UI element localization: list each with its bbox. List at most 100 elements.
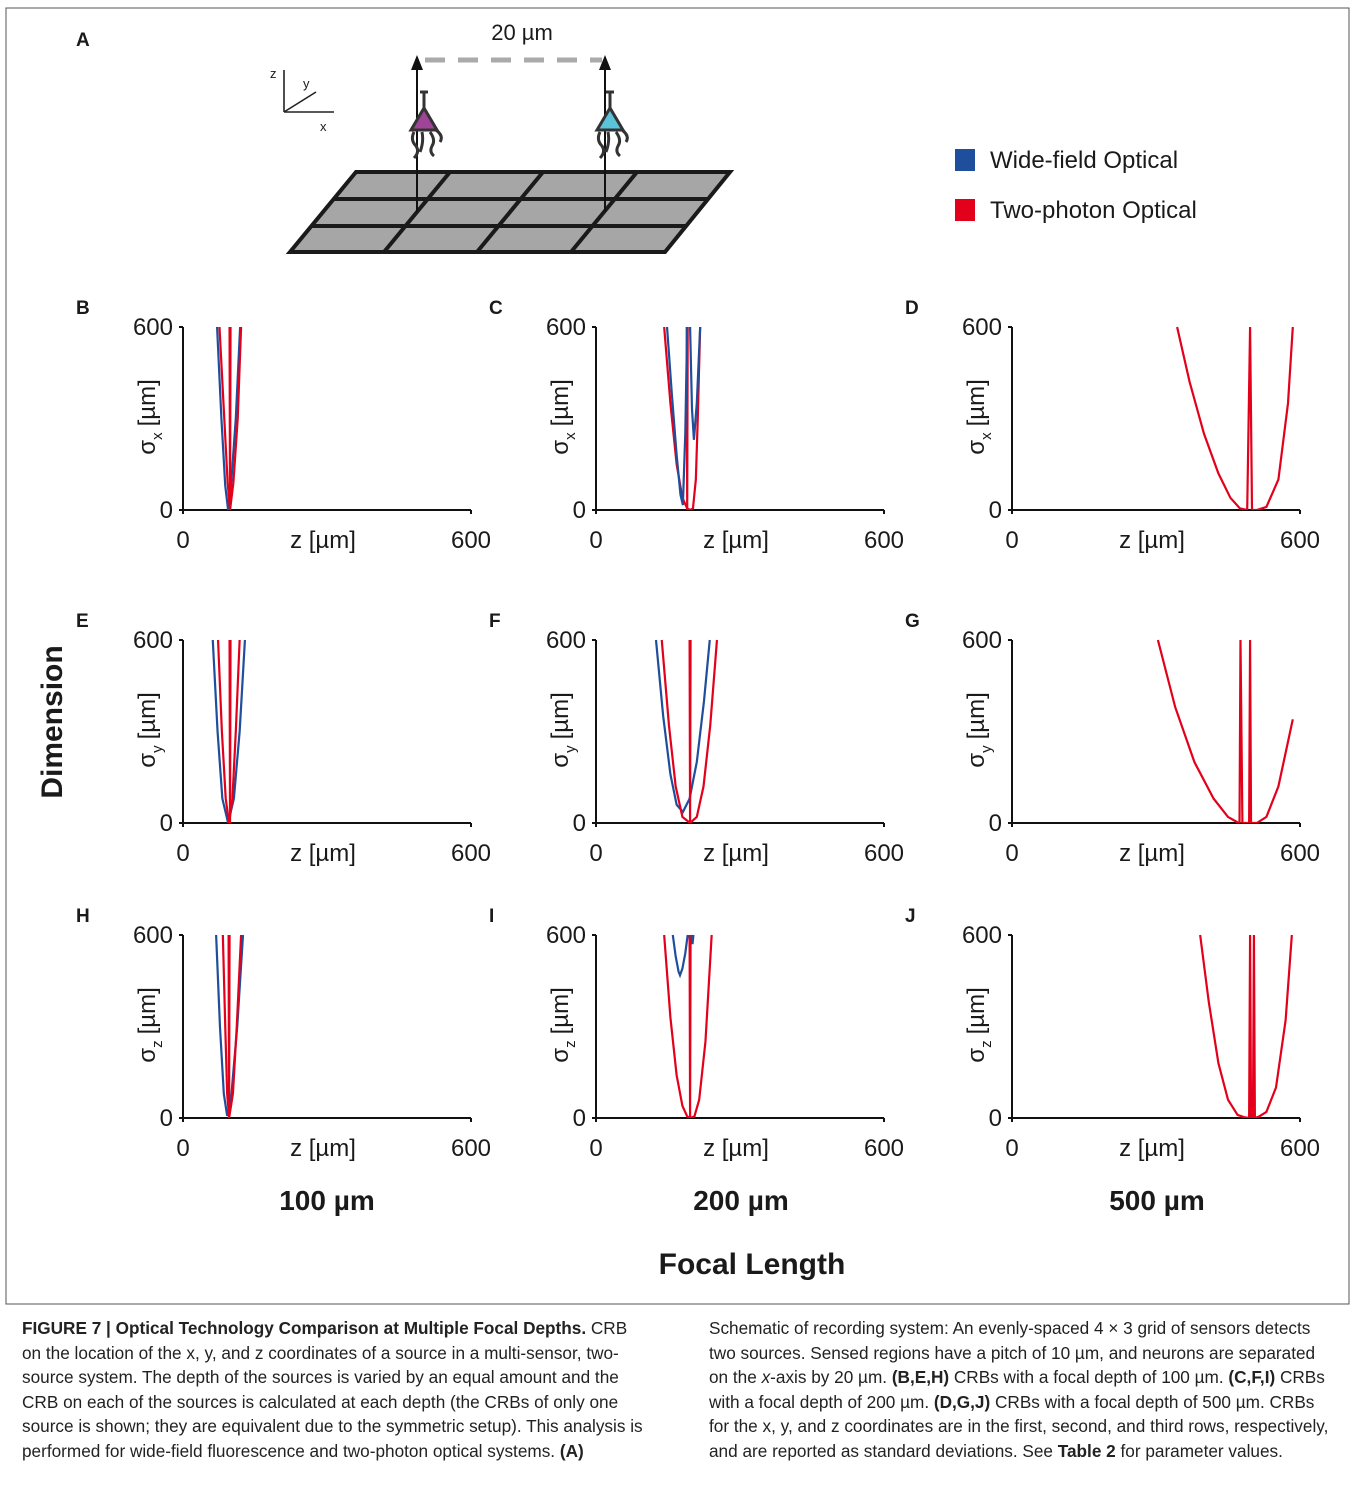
- panel-label: C: [489, 298, 503, 319]
- curve: [660, 639, 719, 823]
- distance-label: 20 µm: [491, 20, 553, 45]
- curve: [654, 639, 711, 814]
- panel-label: G: [905, 611, 920, 632]
- y-axis-label: σx [µm]: [547, 379, 579, 454]
- x-tick-label: 0: [589, 840, 602, 867]
- y-tick-label: 600: [546, 314, 586, 341]
- y-axis-label-part: [µm]: [547, 692, 574, 739]
- y-axis-label: σz [µm]: [547, 987, 579, 1062]
- legend-swatch: [955, 199, 975, 221]
- y-tick-label: 0: [989, 810, 1002, 837]
- y-tick-label: 0: [989, 1105, 1002, 1132]
- caption-run: (C,F,I): [1228, 1367, 1276, 1387]
- y-axis-label: σz [µm]: [963, 987, 995, 1062]
- curve: [218, 326, 243, 510]
- y-axis-label-part: y: [978, 745, 995, 753]
- y-axis-label-part: [µm]: [963, 692, 990, 739]
- figure: A 20 µm z y x Wide-field Optical Two-phot…: [5, 7, 1350, 1305]
- y-axis-label: σy [µm]: [547, 692, 579, 767]
- caption-run: (A): [559, 1440, 584, 1461]
- caption-run: for parameter values.: [1115, 1440, 1283, 1461]
- y-tick-label: 600: [962, 627, 1002, 654]
- curve: [221, 934, 243, 1118]
- column-label: 500 µm: [1109, 1185, 1205, 1216]
- axis-letter: z: [270, 66, 277, 81]
- curve: [690, 934, 695, 945]
- y-axis-label-part: [µm]: [963, 987, 990, 1034]
- y-tick-label: 0: [573, 1105, 586, 1132]
- y-axis-label-part: [µm]: [963, 379, 990, 426]
- curve: [1199, 934, 1293, 1118]
- x-tick-label: 0: [176, 527, 189, 554]
- sensor-grid: [285, 170, 735, 254]
- column-label: 200 µm: [693, 1185, 789, 1216]
- x-tick-label: 600: [864, 1135, 904, 1162]
- caption: FIGURE 7 | Optical Technology Comparison…: [22, 1316, 1338, 1494]
- caption-run: CRBs with a focal depth of 200 µm.: [709, 1367, 1325, 1412]
- y-axis-label-part: [µm]: [547, 379, 574, 426]
- y-axis-label-part: σ: [963, 440, 990, 455]
- panel-label: D: [905, 298, 919, 319]
- y-axis-label-part: z: [149, 1040, 166, 1048]
- x-axis-label: z [µm]: [1119, 840, 1185, 867]
- curve: [215, 326, 242, 510]
- y-axis-label-part: σ: [963, 1048, 990, 1063]
- x-tick-label: 600: [1280, 1135, 1320, 1162]
- y-axis-label-part: x: [562, 432, 579, 440]
- y-axis-label-part: σ: [547, 753, 574, 768]
- legend-label: Wide-field Optical: [990, 147, 1178, 174]
- y-axis-label-part: y: [149, 745, 166, 753]
- caption-run: (D,G,J): [933, 1391, 991, 1412]
- y-axis-label: σz [µm]: [134, 987, 166, 1062]
- x-tick-label: 0: [176, 840, 189, 867]
- y-axis-label-part: σ: [547, 1048, 574, 1063]
- x-tick-label: 600: [1280, 840, 1320, 867]
- x-tick-label: 0: [589, 1135, 602, 1162]
- x-tick-label: 0: [176, 1135, 189, 1162]
- y-axis-label: σy [µm]: [963, 692, 995, 767]
- curve: [1156, 639, 1294, 823]
- x-tick-label: 600: [451, 1135, 491, 1162]
- y-axis-label-part: [µm]: [547, 987, 574, 1034]
- y-axis-label: σx [µm]: [963, 379, 995, 454]
- y-axis-label-part: y: [562, 745, 579, 753]
- y-tick-label: 0: [160, 1105, 173, 1132]
- legend-label: Two-photon Optical: [990, 197, 1197, 224]
- y-axis-label-part: σ: [134, 753, 161, 768]
- curve: [663, 934, 713, 1118]
- curve: [227, 934, 231, 1118]
- y-tick-label: 600: [133, 314, 173, 341]
- curve: [216, 639, 241, 823]
- curve: [665, 326, 689, 506]
- x-tick-label: 0: [589, 527, 602, 554]
- y-axis-label-part: σ: [547, 440, 574, 455]
- curve: [211, 639, 247, 823]
- y-axis-label: σy [µm]: [134, 692, 166, 767]
- y-axis-label-part: [µm]: [134, 379, 161, 426]
- caption-run: x: [761, 1367, 771, 1387]
- legend-swatch: [955, 149, 975, 171]
- y-tick-label: 0: [989, 497, 1002, 524]
- x-axis-label: z [µm]: [290, 840, 356, 867]
- x-tick-label: 0: [1005, 840, 1018, 867]
- y-axis-label-part: x: [978, 432, 995, 440]
- column-label: 100 µm: [279, 1185, 375, 1216]
- y-axis-label-part: [µm]: [134, 692, 161, 739]
- x-tick-label: 0: [1005, 527, 1018, 554]
- y-tick-label: 600: [962, 922, 1002, 949]
- x-tick-label: 600: [864, 840, 904, 867]
- y-tick-label: 0: [573, 497, 586, 524]
- x-axis-label: z [µm]: [290, 527, 356, 554]
- y-tick-label: 600: [546, 922, 586, 949]
- y-title: Dimension: [36, 645, 69, 798]
- y-axis-label-part: z: [562, 1040, 579, 1048]
- curve: [1176, 326, 1294, 510]
- x-axis-label: z [µm]: [703, 527, 769, 554]
- curve: [688, 639, 692, 823]
- x-tick-label: 600: [1280, 527, 1320, 554]
- curve: [671, 934, 689, 979]
- curve: [663, 326, 702, 510]
- curve: [228, 326, 232, 510]
- caption-run: -axis by 20 µm.: [770, 1367, 892, 1387]
